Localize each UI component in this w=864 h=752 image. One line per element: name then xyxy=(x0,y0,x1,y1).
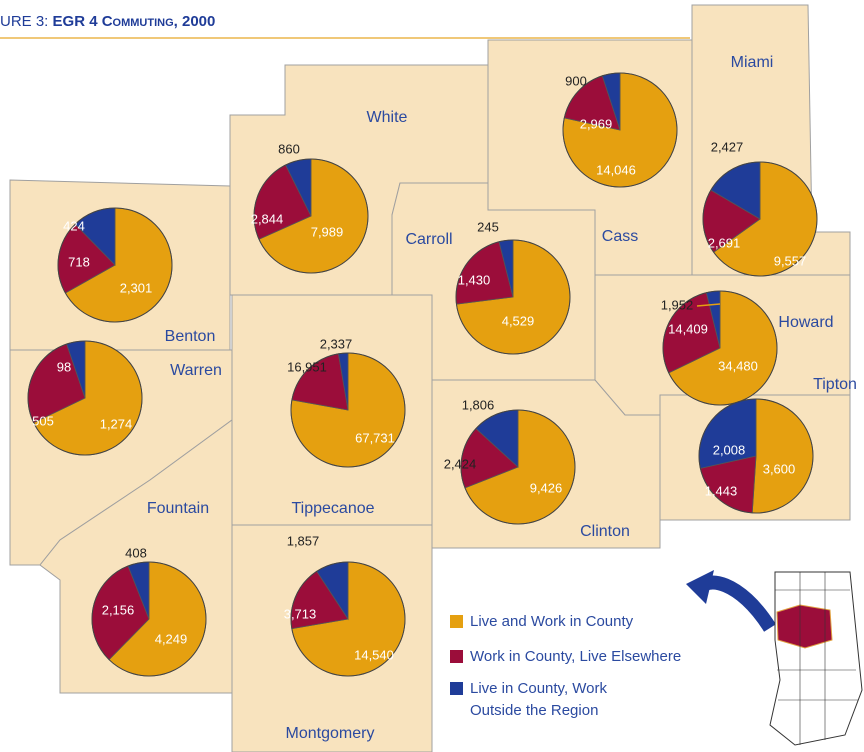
value-label: 7,989 xyxy=(311,224,344,239)
legend-label: Live in County, Work xyxy=(470,680,607,697)
county-name: Tippecanoe xyxy=(291,500,374,517)
value-label: 3,600 xyxy=(763,461,796,476)
value-label: 408 xyxy=(125,545,147,560)
county-pie: Tipton 3,600 1,443 2,008 xyxy=(698,376,857,514)
legend: Live and Work in County Work in County, L… xyxy=(450,613,681,719)
value-label: 4,249 xyxy=(155,631,188,646)
value-label: 2,691 xyxy=(708,235,741,250)
legend-swatch xyxy=(450,682,463,695)
county-name: Cass xyxy=(602,228,638,245)
pie-outline xyxy=(290,352,406,468)
value-label: 14,540 xyxy=(354,647,394,662)
pie-outline xyxy=(91,561,207,677)
value-label: 98 xyxy=(57,359,71,374)
legend-swatch xyxy=(450,615,463,628)
pie-outline xyxy=(455,239,571,355)
value-label: 2,844 xyxy=(251,211,284,226)
county-name: Carroll xyxy=(405,231,452,248)
title-main: EGR 4 Commuting, 2000 xyxy=(53,13,216,30)
pie-outline xyxy=(698,398,814,514)
value-label: 2,424 xyxy=(444,456,477,471)
value-label: 245 xyxy=(477,219,499,234)
county-pie: Clinton 9,426 2,424 1,806 xyxy=(444,397,630,540)
county-pie: Fountain 4,249 2,156 408 xyxy=(91,500,209,677)
pie-outline xyxy=(57,207,173,323)
arrow xyxy=(693,575,776,632)
county-name: Fountain xyxy=(147,500,209,517)
pie-outline xyxy=(460,409,576,525)
value-label: 14,046 xyxy=(596,162,636,177)
value-label: 2,969 xyxy=(580,116,613,131)
value-label: 2,301 xyxy=(120,280,153,295)
county-name: Miami xyxy=(731,54,774,71)
county-name: Tipton xyxy=(813,376,857,393)
value-label: 505 xyxy=(32,413,54,428)
pie-outline xyxy=(253,158,369,274)
indiana-inset xyxy=(769,571,863,746)
value-label: 1,806 xyxy=(462,397,495,412)
value-label: 718 xyxy=(68,254,90,269)
arrow-head xyxy=(686,570,714,604)
county-pie: White 7,989 2,844 860 xyxy=(251,109,408,274)
value-label: 1,430 xyxy=(458,272,491,287)
county-name: Clinton xyxy=(580,523,630,540)
legend-label: Live and Work in County xyxy=(470,613,634,630)
legend-label: Outside the Region xyxy=(470,702,598,719)
county-pie: Howard 34,480 14,409 1,952 xyxy=(661,290,834,406)
value-label: 900 xyxy=(565,73,587,88)
value-label: 2,008 xyxy=(713,442,746,457)
value-label: 9,426 xyxy=(530,480,563,495)
pies: Benton 2,301 718 424 White 7,989 2,844 860 Cass 1… xyxy=(27,54,857,742)
legend-swatch xyxy=(450,650,463,663)
value-label: 424 xyxy=(63,218,85,233)
value-label: 2,156 xyxy=(102,602,135,617)
county-pie: Carroll 4,529 1,430 245 xyxy=(405,219,571,355)
county-name: Howard xyxy=(778,314,833,331)
county-name: White xyxy=(367,109,408,126)
value-label: 1,274 xyxy=(100,416,133,431)
county-pie: Montgomery 14,540 3,713 1,857 xyxy=(284,533,406,742)
pie-outline xyxy=(662,290,778,406)
county-pie: Miami 9,557 2,691 2,427 xyxy=(702,54,818,277)
title: URE 3: EGR 4 Commuting, 2000 xyxy=(0,13,215,30)
county-pie: Cass 14,046 2,969 900 xyxy=(562,72,678,245)
value-label: 2,337 xyxy=(320,336,353,351)
value-label: 67,731 xyxy=(355,430,395,445)
value-label: 16,951 xyxy=(287,359,327,374)
value-label: 34,480 xyxy=(718,358,758,373)
county-pie: Benton 2,301 718 424 xyxy=(57,207,216,345)
value-label: 860 xyxy=(278,141,300,156)
county-pie: Tippecanoe 67,731 16,951 2,337 xyxy=(287,336,406,517)
county-name: Montgomery xyxy=(286,725,375,742)
pie-outline xyxy=(702,161,818,277)
value-label: 9,557 xyxy=(774,253,807,268)
pie-outline xyxy=(290,561,406,677)
pie-outline xyxy=(562,72,678,188)
value-label: 1,857 xyxy=(287,533,320,548)
value-label: 14,409 xyxy=(668,321,708,336)
value-label: 4,529 xyxy=(502,313,535,328)
title-prefix: URE 3: xyxy=(0,13,48,30)
county-pie: Warren 1,274 505 98 xyxy=(27,340,222,456)
value-label: 1,443 xyxy=(705,483,738,498)
value-label: 1,952 xyxy=(661,297,694,312)
county-name: Warren xyxy=(170,362,222,379)
pie-outline xyxy=(27,340,143,456)
county-name: Benton xyxy=(165,328,216,345)
leader-line xyxy=(696,303,721,307)
value-label: 2,427 xyxy=(711,139,744,154)
value-label: 3,713 xyxy=(284,606,317,621)
legend-label: Work in County, Live Elsewhere xyxy=(470,648,681,665)
